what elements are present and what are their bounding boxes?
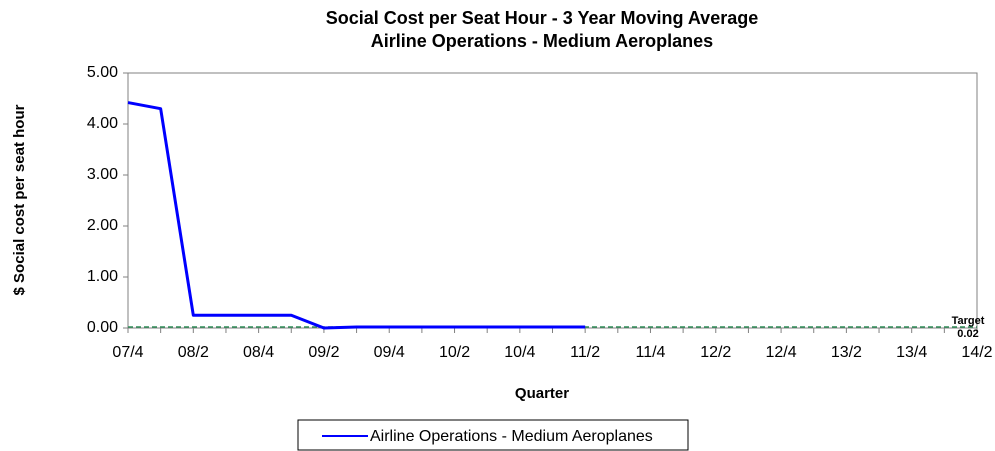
target-label: Target <box>952 315 985 327</box>
x-tick-label: 12/4 <box>766 344 797 361</box>
legend-label: Airline Operations - Medium Aeroplanes <box>370 428 653 445</box>
series-line <box>127 101 586 330</box>
y-tick-label: 0.00 <box>87 319 118 336</box>
x-axis-label: Quarter <box>515 385 569 402</box>
y-tick-label: 4.00 <box>87 115 118 132</box>
y-tick-label: 3.00 <box>87 166 118 183</box>
y-tick-label: 5.00 <box>87 64 118 81</box>
y-axis-label: $ Social cost per seat hour <box>11 104 28 295</box>
x-tick-label: 10/4 <box>504 344 535 361</box>
target-value: 0.02 <box>957 328 978 340</box>
y-tick-label: 2.00 <box>87 217 118 234</box>
x-tick-label: 11/4 <box>635 344 665 361</box>
x-tick-label: 12/2 <box>700 344 731 361</box>
x-tick-label: 08/4 <box>243 344 274 361</box>
x-tick-label: 08/2 <box>178 344 209 361</box>
plot-area <box>127 72 978 329</box>
x-tick-label: 09/2 <box>308 344 339 361</box>
chart-title: Social Cost per Seat Hour - 3 Year Movin… <box>326 8 758 28</box>
x-tick-label: 14/2 <box>961 344 992 361</box>
y-tick-label: 1.00 <box>87 268 118 285</box>
x-tick-label: 09/4 <box>374 344 405 361</box>
x-tick-label: 07/4 <box>112 344 143 361</box>
x-tick-label: 13/2 <box>831 344 862 361</box>
x-tick-label: 13/4 <box>896 344 927 361</box>
x-tick-label: 10/2 <box>439 344 470 361</box>
x-tick-label: 11/2 <box>570 344 600 361</box>
chart-subtitle: Airline Operations - Medium Aeroplanes <box>371 31 713 51</box>
